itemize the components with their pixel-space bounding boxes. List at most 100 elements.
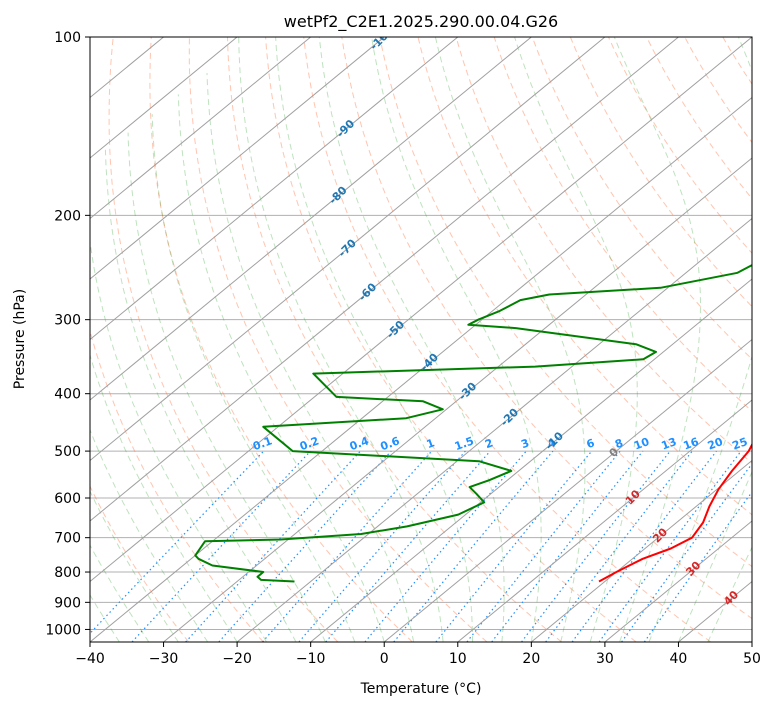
moist-adiabat-line <box>177 94 385 642</box>
isotherm-line <box>163 157 752 642</box>
isotherm-line <box>310 278 752 642</box>
isotherm-line <box>604 520 752 642</box>
moist-adiabat-line <box>206 72 415 642</box>
y-tick-label: 800 <box>54 565 81 581</box>
y-tick-label: 1000 <box>45 622 81 638</box>
mixing-ratio-line <box>545 450 693 642</box>
mixing-ratio-label: 3 <box>519 436 531 451</box>
isotherm-line <box>90 37 311 220</box>
dry-adiabat-line <box>188 37 488 642</box>
moist-adiabat-line <box>238 37 444 642</box>
moist-adiabat-line <box>90 353 238 642</box>
dry-adiabat-line <box>90 329 264 642</box>
mixing-ratio-line <box>262 450 433 642</box>
mixing-ratio-label: 16 <box>682 435 701 453</box>
x-tick-label: 30 <box>596 651 614 667</box>
mixing-ratio-line <box>325 450 491 642</box>
dry-adiabat-line <box>493 37 752 412</box>
isotherm-line <box>90 37 238 159</box>
mixing-ratio-label: 10 <box>632 435 651 453</box>
mixing-ratio-label: 0.2 <box>298 434 321 453</box>
isotherm-line <box>90 37 459 341</box>
x-tick-label: 20 <box>522 651 540 667</box>
isotherm-line <box>383 338 752 642</box>
isotherm-line <box>531 459 752 642</box>
dry-adiabat-line <box>569 37 752 308</box>
moist-adiabat-line <box>677 470 752 642</box>
dry-adiabats <box>90 37 752 642</box>
isotherm-line <box>90 37 532 401</box>
moist-adiabat-line <box>514 37 638 642</box>
mixing-ratio-label: 2 <box>483 436 495 451</box>
mixing-ratio-label: 4 <box>546 436 558 451</box>
mixing-ratio-line <box>466 450 621 642</box>
isotherm-line <box>90 37 606 462</box>
dry-adiabat-line <box>341 37 752 620</box>
mixing-ratio-label: 0.1 <box>251 434 274 453</box>
mixing-ratio-label: 8 <box>613 436 625 451</box>
mixing-ratio-line <box>218 450 392 642</box>
moist-adiabat-line <box>90 490 179 642</box>
mixing-ratio-label: 1.5 <box>453 434 476 453</box>
x-axis-ticks: −40 −30 −20 −10 0 10 20 30 40 50 <box>75 642 761 667</box>
mixing-ratio-label: 0.4 <box>348 434 371 453</box>
y-tick-label: 900 <box>54 595 81 611</box>
dry-adiabat-line <box>108 37 339 642</box>
dewpoint-line <box>194 264 752 583</box>
isobar-gridlines <box>90 37 752 630</box>
mixing-ratio-label: 6 <box>585 436 597 451</box>
y-axis-ticks: 100 200 300 400 500 600 700 800 900 1000 <box>45 30 90 638</box>
y-tick-label: 700 <box>54 531 81 547</box>
moist-adiabats <box>90 37 752 642</box>
chart-title: wetPf2_C2E1.2025.290.00.04.G26 <box>284 12 558 32</box>
moist-adiabat-line <box>90 544 150 642</box>
moist-adiabat-line <box>104 149 297 642</box>
mixing-ratio-line <box>90 450 265 635</box>
dry-adiabat-line <box>227 37 562 642</box>
mixing-ratio-label: 25 <box>730 435 749 452</box>
temperature-line <box>598 442 752 583</box>
mixing-ratio-label: 20 <box>706 435 725 453</box>
y-tick-label: 100 <box>54 30 81 46</box>
mixing-ratio-line <box>571 450 717 642</box>
dry-adiabat-line <box>303 37 712 642</box>
mixing-ratio-label: 13 <box>660 435 679 452</box>
y-tick-label: 400 <box>54 387 81 403</box>
moist-adiabat-line <box>90 238 267 642</box>
dry-adiabat-line <box>455 37 752 464</box>
y-tick-label: 200 <box>54 208 81 224</box>
x-tick-label: −40 <box>75 651 105 667</box>
moist-adiabat-line <box>371 37 542 642</box>
plot-frame <box>89 36 753 643</box>
moist-adiabat-line <box>275 37 473 642</box>
mixing-ratio-line <box>435 450 593 642</box>
moist-adiabat-line <box>648 37 752 642</box>
x-tick-label: 50 <box>743 651 761 667</box>
mixing-ratio-line <box>185 450 361 642</box>
isotherm-line <box>457 399 752 642</box>
moist-adiabat-line <box>90 593 120 642</box>
x-tick-label: 40 <box>670 651 688 667</box>
moist-adiabat-line <box>127 132 326 642</box>
x-tick-label: 10 <box>449 651 467 667</box>
dry-adiabat-line <box>531 37 752 360</box>
moist-adiabat-line <box>90 428 209 642</box>
x-tick-label: −20 <box>222 651 252 667</box>
isotherm-line <box>90 37 385 280</box>
mixing-ratio-label: 1 <box>425 436 437 451</box>
y-tick-label: 600 <box>54 491 81 507</box>
x-tick-label: −10 <box>296 651 326 667</box>
x-axis-label: Temperature (°C) <box>360 681 482 697</box>
isotherm-line <box>90 37 679 522</box>
isotherm-line <box>90 37 752 583</box>
mixing-ratio-label: 30 <box>751 435 770 453</box>
moist-adiabat-line <box>151 114 356 642</box>
mixing-ratio-line <box>131 450 311 642</box>
y-tick-label: 500 <box>54 444 81 460</box>
y-axis-label: Pressure (hPa) <box>12 289 28 389</box>
mixing-ratio-label: 0.6 <box>379 434 402 453</box>
moist-adiabat-line <box>434 37 586 642</box>
x-tick-label: −30 <box>149 651 179 667</box>
